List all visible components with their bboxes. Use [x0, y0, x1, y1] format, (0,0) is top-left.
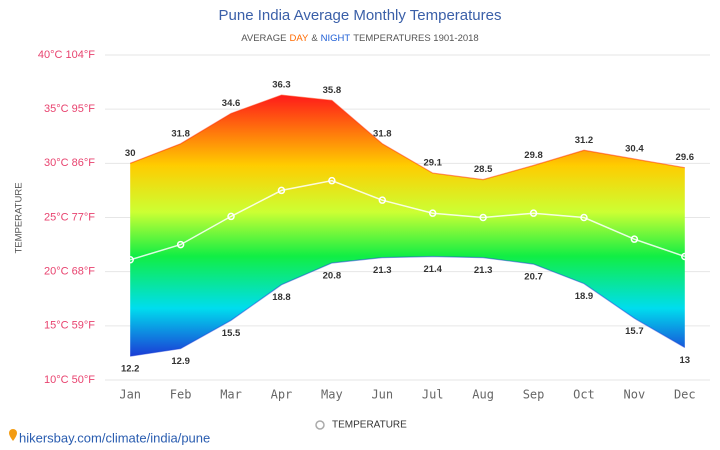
average-point [529, 209, 538, 217]
data-label: 12.2 [121, 364, 140, 375]
x-tick-label: Jan [119, 388, 141, 402]
data-label: 29.8 [524, 150, 543, 161]
data-label: 36.3 [272, 80, 291, 91]
legend-label: TEMPERATURE [332, 420, 407, 431]
x-tick-label: Aug [472, 388, 494, 402]
data-label: 12.9 [171, 356, 190, 367]
data-label: 35.8 [323, 85, 342, 96]
y-axis-label: TEMPERATURE [14, 182, 25, 253]
y-tick-label: 30°C 86°F [44, 157, 95, 169]
data-label: 30 [125, 148, 136, 159]
average-point [580, 213, 588, 222]
average-point [681, 252, 689, 261]
data-label: 28.5 [474, 164, 493, 175]
chart-subtitle: AVERAGE DAY & NIGHT TEMPERATURES 1901-2018 [241, 33, 478, 44]
data-label: 21.3 [474, 265, 493, 276]
average-point [428, 209, 437, 217]
data-label: 15.7 [625, 326, 644, 337]
x-tick-label: Dec [674, 388, 696, 402]
data-label: 31.8 [373, 128, 392, 139]
y-tick-label: 15°C 59°F [44, 320, 95, 332]
x-tick-label: Jul [422, 388, 444, 402]
range-fill [130, 95, 685, 357]
data-label: 34.6 [222, 98, 241, 109]
location-icon [9, 429, 17, 441]
data-label: 31.2 [575, 135, 594, 146]
data-label: 13 [680, 355, 691, 366]
x-tick-label: Apr [271, 388, 293, 402]
average-point [328, 176, 336, 185]
x-tick-label: May [321, 388, 343, 402]
data-label: 20.7 [524, 272, 543, 283]
data-label: 29.6 [676, 152, 695, 163]
x-tick-label: Feb [170, 388, 192, 402]
y-tick-label: 40°C 104°F [38, 49, 95, 61]
average-point [479, 213, 487, 222]
average-point [378, 196, 387, 204]
y-tick-label: 20°C 68°F [44, 266, 95, 278]
data-label: 21.3 [373, 265, 392, 276]
y-tick-label: 35°C 95°F [44, 103, 95, 115]
data-label: 18.9 [575, 291, 594, 302]
day-line [129, 94, 685, 181]
average-point [630, 235, 639, 243]
night-line [130, 255, 686, 357]
data-label: 15.5 [222, 328, 241, 339]
subtitle-part: NIGHT [321, 33, 351, 44]
x-tick-label: Mar [220, 388, 242, 402]
subtitle-part: AVERAGE [241, 33, 286, 44]
x-tick-label: Jun [371, 388, 393, 402]
average-line [129, 179, 686, 261]
data-label: 29.1 [423, 158, 442, 169]
x-tick-label: Oct [573, 388, 595, 402]
y-tick-label: 25°C 77°F [44, 211, 95, 223]
data-label: 18.8 [272, 292, 291, 303]
data-label: 31.8 [171, 128, 190, 139]
x-tick-label: Sep [523, 388, 545, 402]
legend-marker [315, 420, 325, 430]
subtitle-part: TEMPERATURES 1901-2018 [353, 33, 479, 44]
average-point [176, 240, 185, 249]
y-tick-label: 10°C 50°F [44, 374, 95, 386]
subtitle-part: & [311, 33, 318, 44]
average-point [126, 256, 134, 264]
data-label: 21.4 [423, 264, 442, 275]
subtitle-part: DAY [289, 33, 308, 44]
data-label: 30.4 [625, 144, 644, 155]
data-label: 20.8 [323, 271, 342, 282]
average-point [277, 186, 286, 195]
x-tick-label: Nov [624, 388, 646, 402]
chart-title: Pune India Average Monthly Temperatures [219, 7, 502, 24]
average-point [227, 212, 235, 221]
source-link[interactable]: hikersbay.com/climate/india/pune [19, 430, 210, 445]
